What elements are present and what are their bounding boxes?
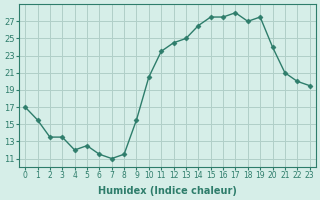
X-axis label: Humidex (Indice chaleur): Humidex (Indice chaleur)	[98, 186, 237, 196]
